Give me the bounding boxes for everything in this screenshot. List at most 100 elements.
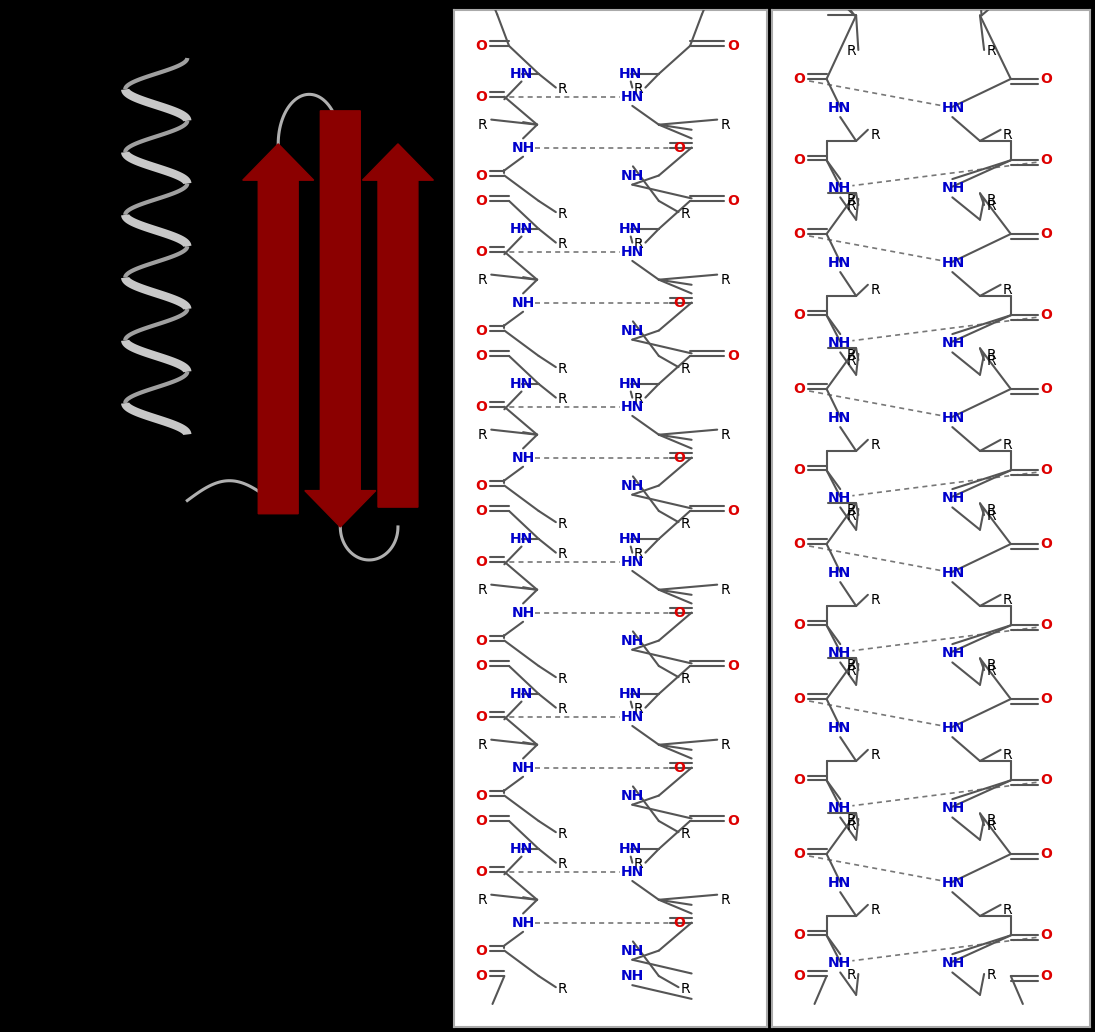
Text: R: R bbox=[871, 438, 880, 452]
Text: O: O bbox=[475, 349, 487, 363]
Text: NH: NH bbox=[942, 646, 965, 660]
Text: R: R bbox=[681, 827, 690, 841]
Text: R: R bbox=[477, 583, 487, 596]
Text: R: R bbox=[681, 206, 690, 221]
Text: R: R bbox=[557, 361, 567, 376]
Text: O: O bbox=[475, 504, 487, 518]
Text: R: R bbox=[987, 503, 995, 517]
Text: HN: HN bbox=[828, 411, 851, 425]
Text: R: R bbox=[557, 702, 567, 716]
Text: HN: HN bbox=[509, 67, 532, 80]
Text: R: R bbox=[681, 981, 690, 996]
Text: O: O bbox=[1040, 463, 1052, 477]
Text: NH: NH bbox=[621, 943, 644, 958]
Text: R: R bbox=[846, 968, 856, 982]
Text: R: R bbox=[557, 858, 567, 871]
Text: NH: NH bbox=[621, 634, 644, 647]
Text: NH: NH bbox=[511, 140, 534, 155]
Polygon shape bbox=[243, 143, 313, 514]
Text: R: R bbox=[987, 199, 995, 213]
Text: R: R bbox=[846, 348, 856, 362]
Text: O: O bbox=[475, 659, 487, 673]
Text: R: R bbox=[987, 658, 995, 672]
Text: HN: HN bbox=[619, 377, 643, 391]
Text: R: R bbox=[634, 702, 644, 716]
Text: HN: HN bbox=[828, 101, 851, 115]
Text: R: R bbox=[987, 509, 995, 523]
Text: HN: HN bbox=[509, 222, 532, 236]
Text: R: R bbox=[681, 517, 690, 530]
Text: HN: HN bbox=[619, 842, 643, 856]
Text: R: R bbox=[557, 547, 567, 561]
Text: R: R bbox=[1002, 438, 1012, 452]
Text: R: R bbox=[557, 237, 567, 251]
Text: R: R bbox=[846, 819, 856, 833]
Text: HN: HN bbox=[619, 687, 643, 701]
Text: O: O bbox=[673, 915, 685, 930]
Text: O: O bbox=[793, 692, 805, 706]
Text: HN: HN bbox=[942, 566, 965, 580]
Text: O: O bbox=[793, 929, 805, 942]
Text: O: O bbox=[793, 382, 805, 396]
Text: O: O bbox=[1040, 382, 1052, 396]
Text: NH: NH bbox=[511, 295, 534, 310]
Text: R: R bbox=[634, 547, 644, 561]
Text: O: O bbox=[793, 463, 805, 477]
Text: R: R bbox=[477, 272, 487, 287]
Text: R: R bbox=[987, 348, 995, 362]
Text: R: R bbox=[722, 583, 730, 596]
Text: NH: NH bbox=[621, 969, 644, 983]
Text: R: R bbox=[1002, 593, 1012, 607]
Polygon shape bbox=[362, 143, 434, 507]
Text: HN: HN bbox=[828, 721, 851, 735]
Text: R: R bbox=[722, 272, 730, 287]
Text: HN: HN bbox=[509, 842, 532, 856]
Text: O: O bbox=[793, 847, 805, 861]
Text: O: O bbox=[793, 969, 805, 983]
Text: NH: NH bbox=[828, 336, 851, 350]
Text: R: R bbox=[477, 738, 487, 751]
Text: R: R bbox=[1002, 283, 1012, 297]
Text: O: O bbox=[793, 72, 805, 86]
Text: O: O bbox=[1040, 847, 1052, 861]
Text: O: O bbox=[475, 323, 487, 337]
Text: HN: HN bbox=[942, 876, 965, 890]
Text: O: O bbox=[1040, 618, 1052, 633]
Text: O: O bbox=[673, 761, 685, 775]
Text: R: R bbox=[1002, 903, 1012, 917]
Text: O: O bbox=[673, 295, 685, 310]
Text: R: R bbox=[846, 503, 856, 517]
Text: HN: HN bbox=[621, 399, 644, 414]
Text: NH: NH bbox=[942, 182, 965, 195]
Text: R: R bbox=[1002, 748, 1012, 762]
Text: NH: NH bbox=[828, 182, 851, 195]
Text: R: R bbox=[634, 83, 644, 96]
Text: O: O bbox=[793, 537, 805, 551]
Text: O: O bbox=[475, 814, 487, 828]
Text: HN: HN bbox=[509, 377, 532, 391]
Text: O: O bbox=[793, 227, 805, 240]
Text: O: O bbox=[475, 39, 487, 53]
Text: O: O bbox=[793, 309, 805, 322]
Text: NH: NH bbox=[942, 801, 965, 815]
Text: R: R bbox=[634, 237, 644, 251]
Text: NH: NH bbox=[828, 957, 851, 970]
Text: R: R bbox=[557, 83, 567, 96]
Text: R: R bbox=[987, 44, 995, 58]
Text: O: O bbox=[475, 710, 487, 723]
Text: O: O bbox=[1040, 72, 1052, 86]
Text: O: O bbox=[673, 451, 685, 464]
Text: R: R bbox=[722, 427, 730, 442]
Text: NH: NH bbox=[621, 323, 644, 337]
Text: R: R bbox=[871, 593, 880, 607]
Text: R: R bbox=[846, 354, 856, 368]
Text: R: R bbox=[1002, 128, 1012, 141]
Text: R: R bbox=[871, 903, 880, 917]
Text: R: R bbox=[722, 118, 730, 132]
Text: O: O bbox=[475, 634, 487, 647]
Text: O: O bbox=[727, 39, 739, 53]
Text: O: O bbox=[793, 154, 805, 167]
Text: O: O bbox=[727, 194, 739, 207]
Text: NH: NH bbox=[511, 915, 534, 930]
Text: O: O bbox=[475, 969, 487, 983]
